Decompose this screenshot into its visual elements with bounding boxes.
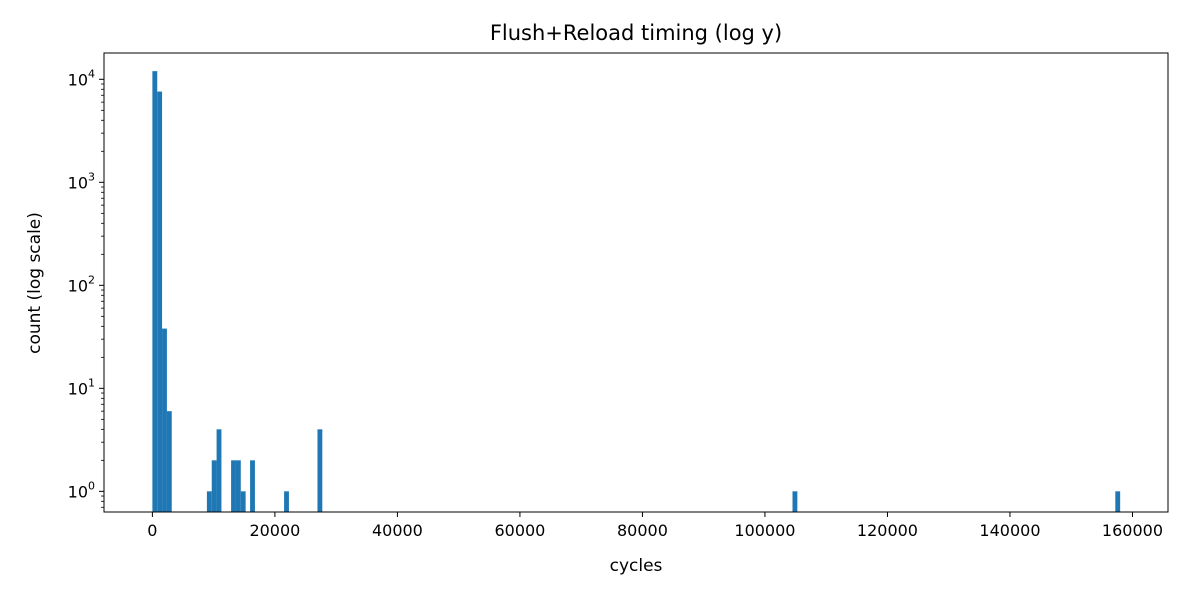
y-tick-label: 102 [68, 273, 95, 295]
histogram-bar [250, 460, 255, 512]
y-tick-label: 103 [68, 170, 95, 192]
histogram-bar [157, 91, 163, 512]
x-tick-label: 100000 [734, 521, 795, 540]
histogram-bar [231, 460, 236, 512]
x-tick-label: 160000 [1102, 521, 1163, 540]
y-tick-label-exponent: 2 [88, 273, 95, 286]
y-tick-label-exponent: 4 [88, 67, 95, 80]
histogram-bar [284, 491, 289, 512]
y-tick-label-base: 10 [68, 173, 88, 192]
y-tick-label-base: 10 [68, 379, 88, 398]
histogram-bar [235, 460, 241, 512]
plot-frame [103, 52, 1169, 513]
y-tick-label: 100 [68, 479, 95, 501]
y-tick-label: 104 [68, 67, 95, 89]
histogram-bar [211, 460, 217, 512]
histogram-bar [792, 491, 798, 512]
histogram-bar [1115, 491, 1121, 512]
y-tick-label-exponent: 0 [88, 479, 95, 492]
histogram-bar [166, 411, 172, 512]
bars-group [152, 71, 1121, 512]
x-tick-label: 20000 [249, 521, 300, 540]
y-tick-label-exponent: 1 [88, 376, 95, 389]
x-tick-label: 140000 [979, 521, 1040, 540]
y-tick-label-base: 10 [68, 482, 88, 501]
x-tick-label: 120000 [857, 521, 918, 540]
y-tick-label: 101 [68, 376, 95, 398]
x-tick-label: 0 [147, 521, 157, 540]
y-tick-label-exponent: 3 [88, 170, 95, 183]
x-axis-label: cycles [610, 556, 663, 576]
histogram-bar [240, 491, 246, 512]
x-tick-label: 60000 [494, 521, 545, 540]
x-tick-label: 80000 [617, 521, 668, 540]
y-tick-label-base: 10 [68, 276, 88, 295]
histogram-bar [162, 328, 167, 512]
histogram-bar [206, 491, 212, 512]
chart-title: Flush+Reload timing (log y) [490, 21, 782, 45]
histogram-bar [216, 429, 222, 512]
histogram-bar [317, 429, 323, 512]
y-tick-label-base: 10 [68, 70, 88, 89]
histogram-bar [152, 71, 158, 512]
x-axis-ticks: 0 20000 40000 60000 80000 100000 120000 140000 1… [147, 512, 1163, 540]
x-tick-label: 40000 [372, 521, 423, 540]
y-axis-label: count (log scale) [25, 212, 45, 354]
